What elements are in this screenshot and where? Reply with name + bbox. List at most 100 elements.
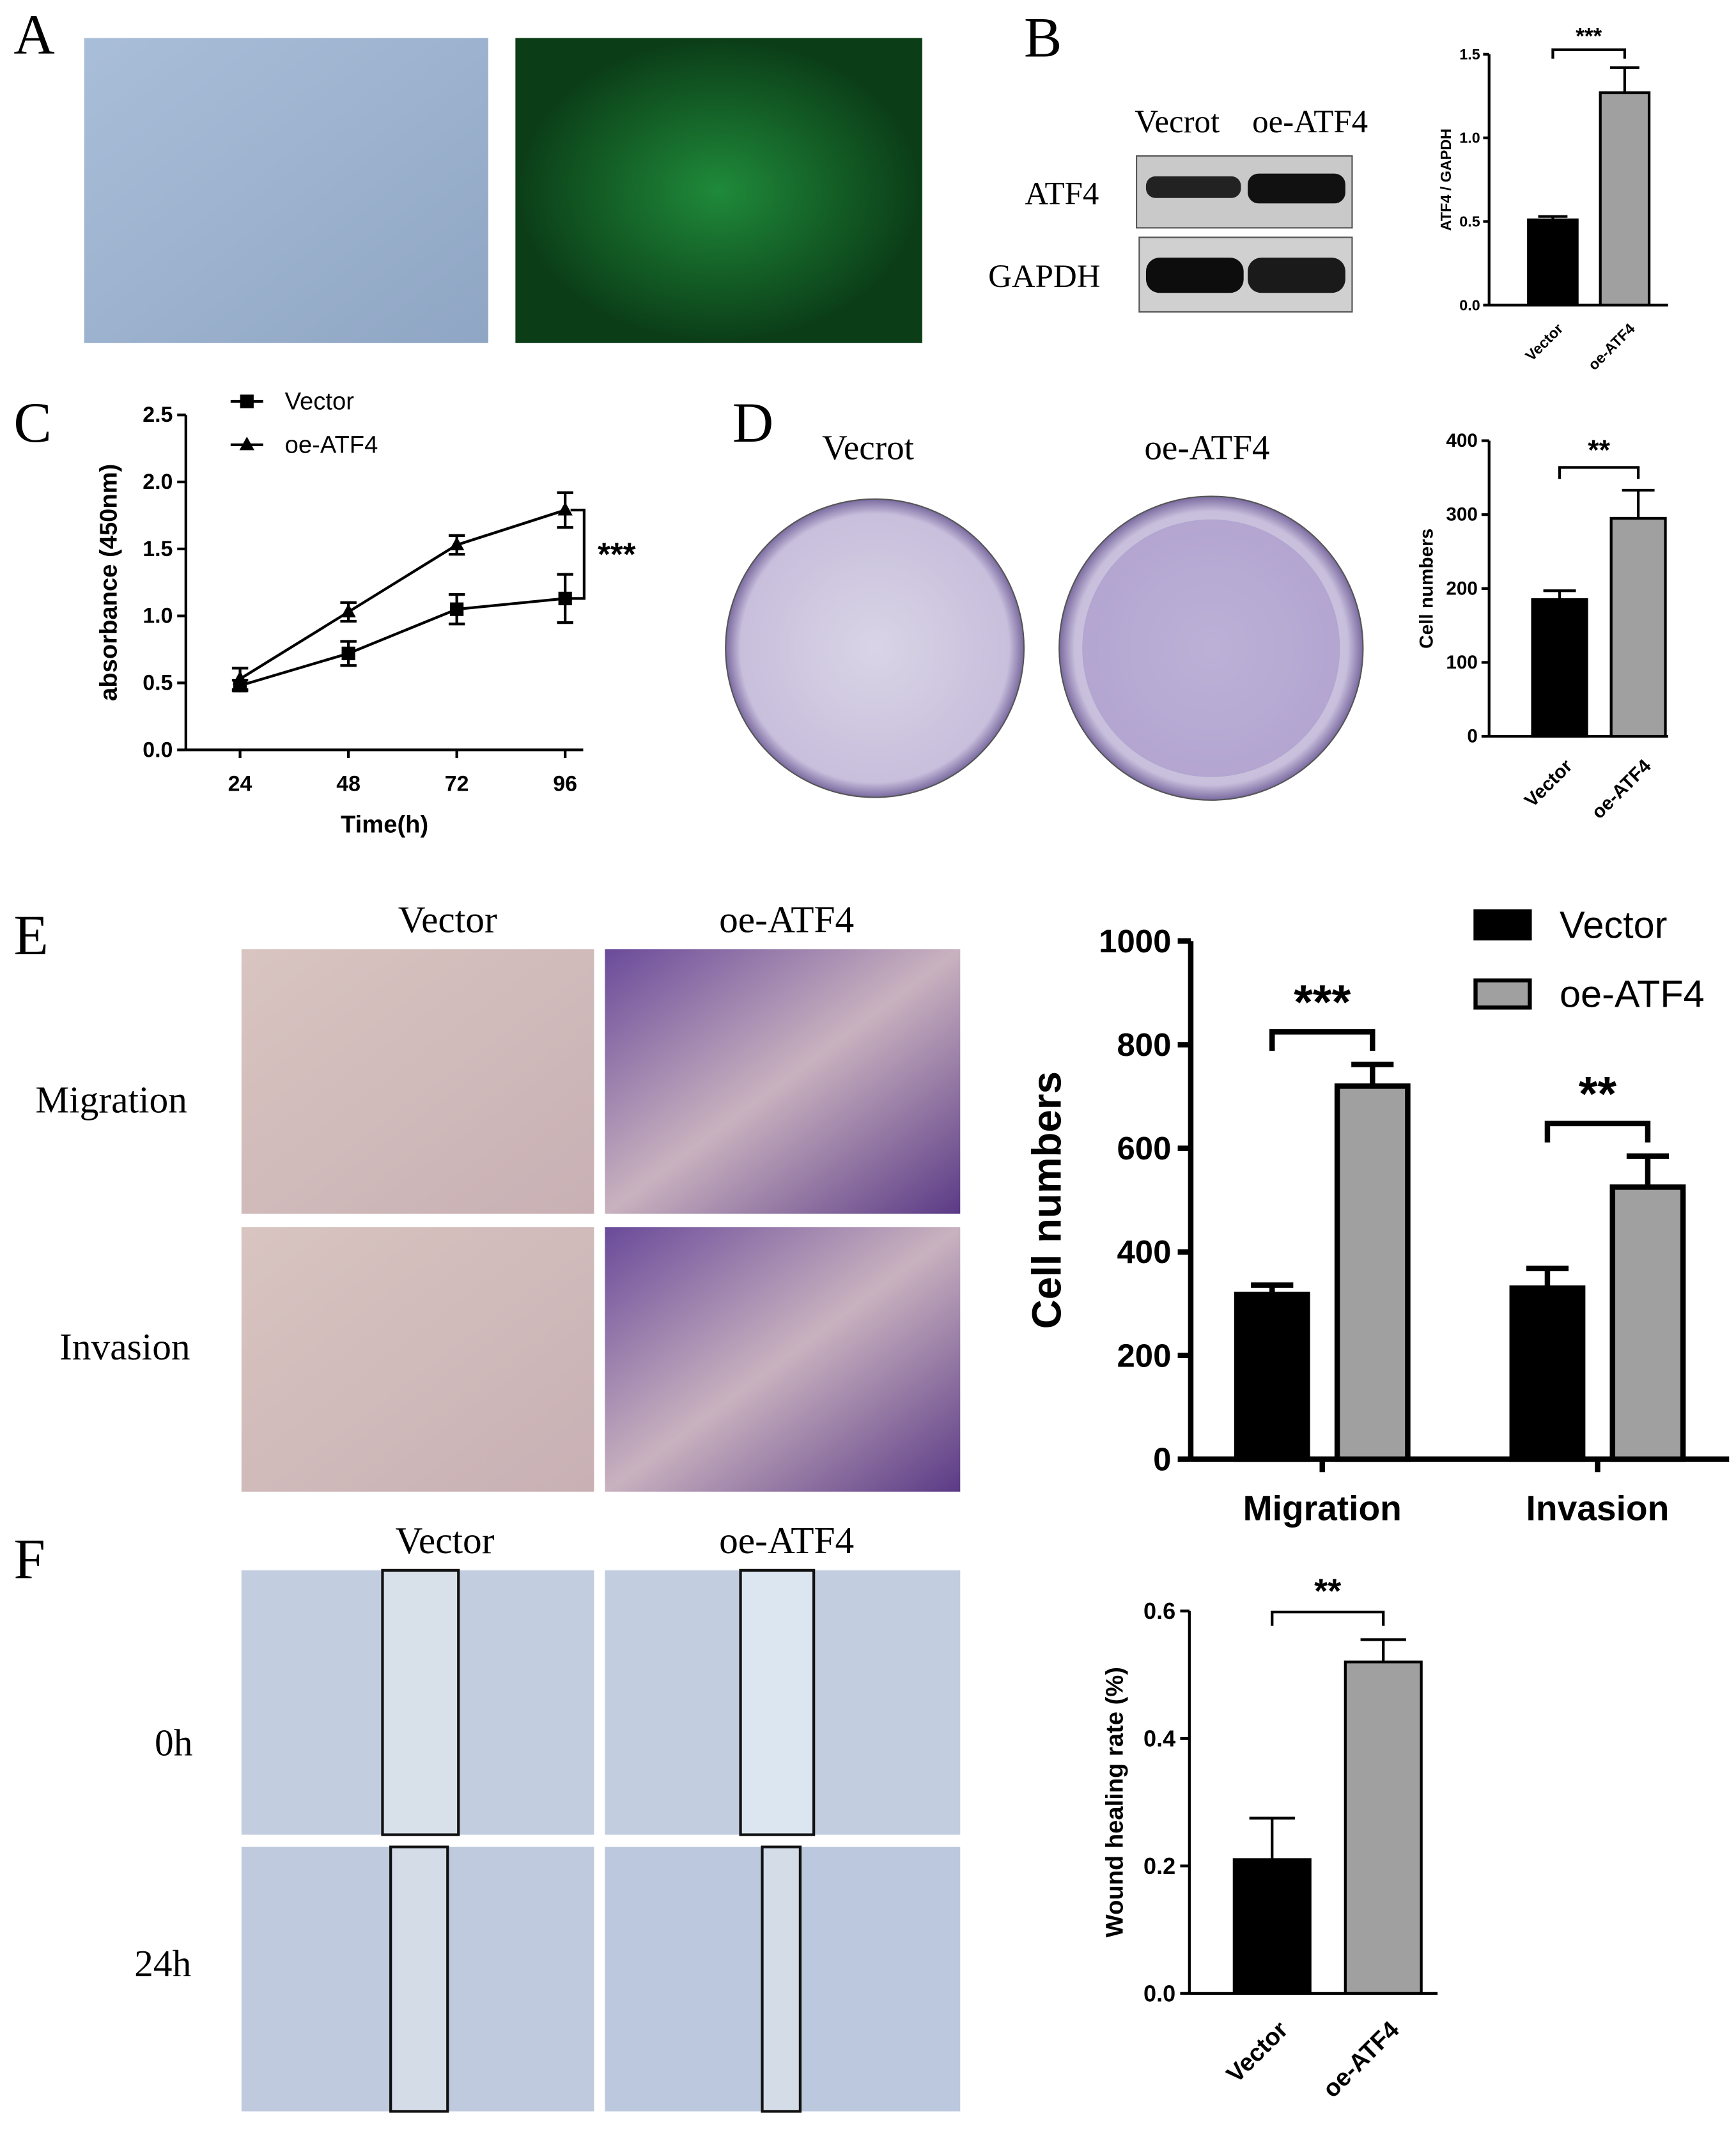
error-bar [1609, 66, 1639, 93]
marker [558, 591, 572, 606]
bar [1334, 1083, 1411, 1462]
wound-gap [381, 1568, 460, 1836]
y-tick-label: 0.6 [1143, 1598, 1175, 1624]
legend-label: Vector [1560, 903, 1667, 946]
error-bar [1351, 1062, 1394, 1087]
line [239, 509, 566, 680]
band [1248, 173, 1345, 204]
y-tick-label: 0.4 [1143, 1725, 1175, 1751]
y-tick-label: 200 [1446, 578, 1478, 599]
significance-label: ** [1588, 435, 1610, 466]
error-bar [1626, 1153, 1670, 1188]
wound-gap [389, 1845, 449, 2113]
significance-bracket [1558, 466, 1640, 479]
x-tick-label: Migration [1243, 1488, 1402, 1528]
row-label: ATF4 [1025, 176, 1099, 212]
bar [1531, 598, 1588, 738]
significance-label: ** [1314, 1572, 1341, 1611]
wound-gap [761, 1845, 802, 2113]
x-tick-label: oe-ATF4 [1588, 755, 1655, 823]
brightfield-image [84, 38, 488, 343]
marker [239, 437, 254, 451]
error-bar [1360, 1638, 1406, 1662]
legend-label: oe-ATF4 [1560, 973, 1705, 1016]
y-tick-label: 1.5 [143, 537, 173, 561]
wound-gap [739, 1568, 816, 1836]
wound-images [241, 1568, 961, 2113]
significance-bracket [1551, 48, 1627, 59]
transwell-image [241, 1227, 594, 1492]
bar [1234, 1291, 1310, 1462]
x-tick-label: Vector [1522, 320, 1566, 364]
y-tick-label: 100 [1446, 652, 1478, 673]
x-tick-label: Vector [1221, 2016, 1294, 2088]
error-bar [1526, 1266, 1569, 1289]
x-tick-label: 96 [553, 771, 577, 796]
y-axis-label: Cell numbers [1416, 529, 1438, 649]
fluorescence-image [515, 38, 922, 343]
y-axis-label: absorbance (450nm) [95, 464, 122, 701]
y-tick-label: 400 [1446, 430, 1478, 451]
panel-letter: D [732, 392, 773, 454]
bar [1527, 218, 1579, 307]
column-label: oe-ATF4 [719, 1519, 854, 1561]
panel-letter: E [13, 904, 48, 967]
legend-swatch [1473, 978, 1532, 1010]
colony-stain [1082, 519, 1340, 777]
y-tick-label: 2.5 [143, 403, 173, 427]
column-label: Vector [396, 1519, 495, 1561]
legend-swatch [1473, 909, 1532, 941]
significance-label: *** [1576, 24, 1602, 49]
bar [1599, 91, 1651, 307]
y-tick-label: 0 [1467, 726, 1478, 747]
legend-label: oe-ATF4 [285, 431, 378, 458]
band [1145, 176, 1241, 198]
significance-label: *** [598, 536, 636, 573]
x-tick-label: 72 [445, 771, 469, 796]
marker [450, 602, 464, 616]
y-tick-label: 800 [1117, 1026, 1171, 1063]
row-label: 0h [155, 1721, 192, 1763]
bar [1344, 1661, 1423, 1995]
y-tick-label: 600 [1117, 1130, 1171, 1166]
column-label: oe-ATF4 [719, 898, 854, 940]
bar [1609, 516, 1667, 738]
y-tick-label: 0.5 [1459, 213, 1480, 230]
y-tick-label: 0.0 [143, 738, 173, 762]
y-tick-label: 400 [1117, 1234, 1171, 1270]
column-label: Vector [398, 898, 497, 940]
y-tick-label: 0.0 [1459, 297, 1480, 313]
significance-label: *** [1294, 975, 1351, 1030]
significance-label: ** [1579, 1067, 1617, 1122]
row-label: Migration [35, 1079, 187, 1121]
error-bar [1249, 1816, 1295, 1860]
panel-letter: A [13, 4, 54, 66]
x-tick-label: oe-ATF4 [1585, 320, 1638, 373]
y-axis-label: ATF4 / GAPDH [1438, 128, 1454, 231]
error-bar [1622, 488, 1655, 518]
y-axis-label: Cell numbers [1025, 1071, 1070, 1329]
x-axis-label: Time(h) [341, 810, 428, 838]
significance-bracket [570, 508, 586, 600]
column-label: Vecrot [1135, 104, 1220, 140]
line [239, 597, 566, 687]
band [1145, 258, 1244, 293]
y-axis-label: Wound healing rate (%) [1101, 1667, 1129, 1937]
legend-label: Vector [285, 388, 355, 415]
y-tick-label: 200 [1117, 1337, 1171, 1374]
transwell-image [605, 949, 961, 1214]
marker [232, 670, 248, 685]
y-tick-label: 1000 [1099, 923, 1171, 959]
column-label: oe-ATF4 [1144, 428, 1269, 467]
row-label: Invasion [59, 1326, 190, 1368]
band [1248, 258, 1345, 293]
colony-dish [1058, 495, 1364, 801]
y-tick-label: 0 [1153, 1441, 1171, 1477]
marker [557, 502, 573, 516]
marker [341, 646, 355, 660]
y-tick-label: 0.0 [1143, 1980, 1175, 2006]
y-tick-label: 2.0 [143, 470, 173, 494]
column-label: Vecrot [822, 428, 914, 467]
significance-bracket [1271, 1610, 1385, 1626]
